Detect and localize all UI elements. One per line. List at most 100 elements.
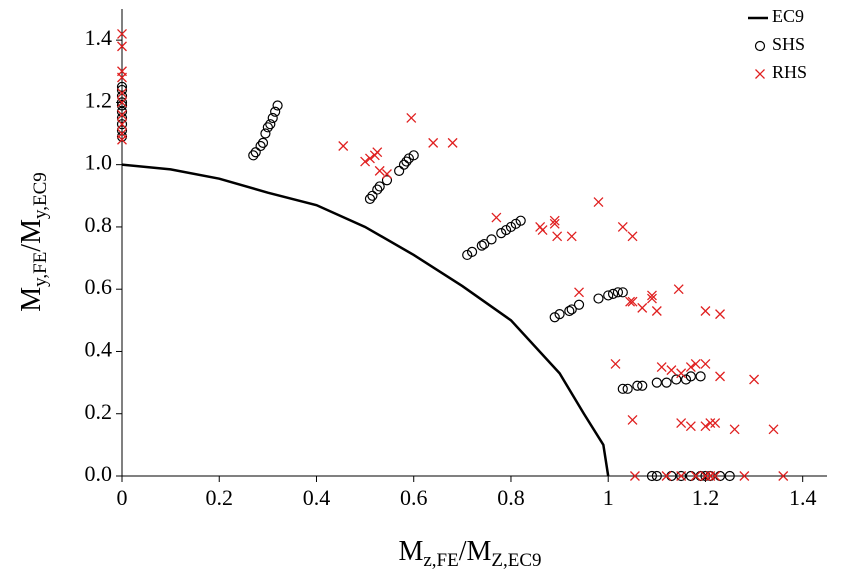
point [406,113,417,123]
point [700,471,711,481]
y-label-part: y,FE [30,252,51,287]
point [272,100,283,111]
point [365,153,375,164]
point [661,471,672,481]
point [476,240,487,251]
point [700,358,711,369]
point [116,112,128,124]
point [612,287,624,298]
point [360,156,371,167]
y-label-part: y,EC9 [30,172,51,219]
point [715,371,725,382]
point [646,470,658,482]
point [117,119,127,130]
point [260,128,271,139]
point [690,358,701,369]
x-label-part: Z,EC9 [491,550,541,571]
point [257,137,269,148]
point [248,150,259,161]
point [374,181,385,192]
point [676,418,687,429]
point [622,383,633,394]
x-axis-label: Mz,FE/MZ,EC9 [398,536,541,571]
point [603,290,614,301]
point [265,119,276,130]
point [515,215,526,226]
point [267,112,278,124]
point [676,471,687,481]
point [700,421,711,432]
point [367,190,378,201]
point [549,215,560,226]
point [671,374,682,385]
x-tick-label: 0.4 [303,485,331,510]
point [250,147,261,158]
point [117,88,127,99]
point [661,377,672,388]
point [724,470,735,482]
point [466,246,478,257]
point [262,122,273,133]
point [398,159,410,170]
point [637,380,648,391]
point [549,218,560,229]
point [537,225,548,236]
point [573,299,585,310]
point [116,81,128,92]
point [593,197,604,207]
point [651,306,662,316]
point [629,471,640,481]
point [647,293,657,304]
point [116,131,128,142]
y-tick-label: 0.4 [85,337,113,362]
point [394,165,405,176]
point [685,421,696,432]
point [408,150,419,161]
point [255,140,266,152]
point [610,358,621,369]
point [690,471,701,481]
point [117,28,127,39]
point [382,169,392,179]
x-tick-label: 1.4 [789,485,817,510]
point [685,371,696,382]
point [116,119,128,130]
point [656,362,667,372]
point [116,84,128,96]
point [552,231,563,242]
point [673,284,684,295]
point [117,66,127,77]
point [632,380,643,391]
point [705,418,716,429]
point [739,471,750,481]
y-label-part: /M [16,219,47,252]
x-label-part: M [398,536,423,567]
legend-marker [755,69,765,79]
point [617,287,628,298]
point [117,97,127,108]
point [625,296,636,307]
point [617,383,628,394]
point [117,41,127,52]
y-axis-label: My,FE/My,EC9 [16,172,51,312]
point [372,184,383,195]
point [364,193,376,205]
point [676,470,687,482]
point [627,415,638,425]
point [491,212,502,223]
point [372,147,383,158]
y-tick-label: 0.6 [85,274,113,299]
point [651,377,662,388]
point [566,231,577,242]
x-tick-label: 1 [603,485,614,510]
point [381,175,393,186]
point [270,106,281,117]
point [593,293,604,304]
point [428,137,439,148]
x-tick-label: 0.6 [400,485,428,510]
point [710,471,721,481]
y-tick-label: 1.0 [85,150,113,175]
point [607,288,619,299]
point [705,471,716,481]
point [486,234,497,245]
